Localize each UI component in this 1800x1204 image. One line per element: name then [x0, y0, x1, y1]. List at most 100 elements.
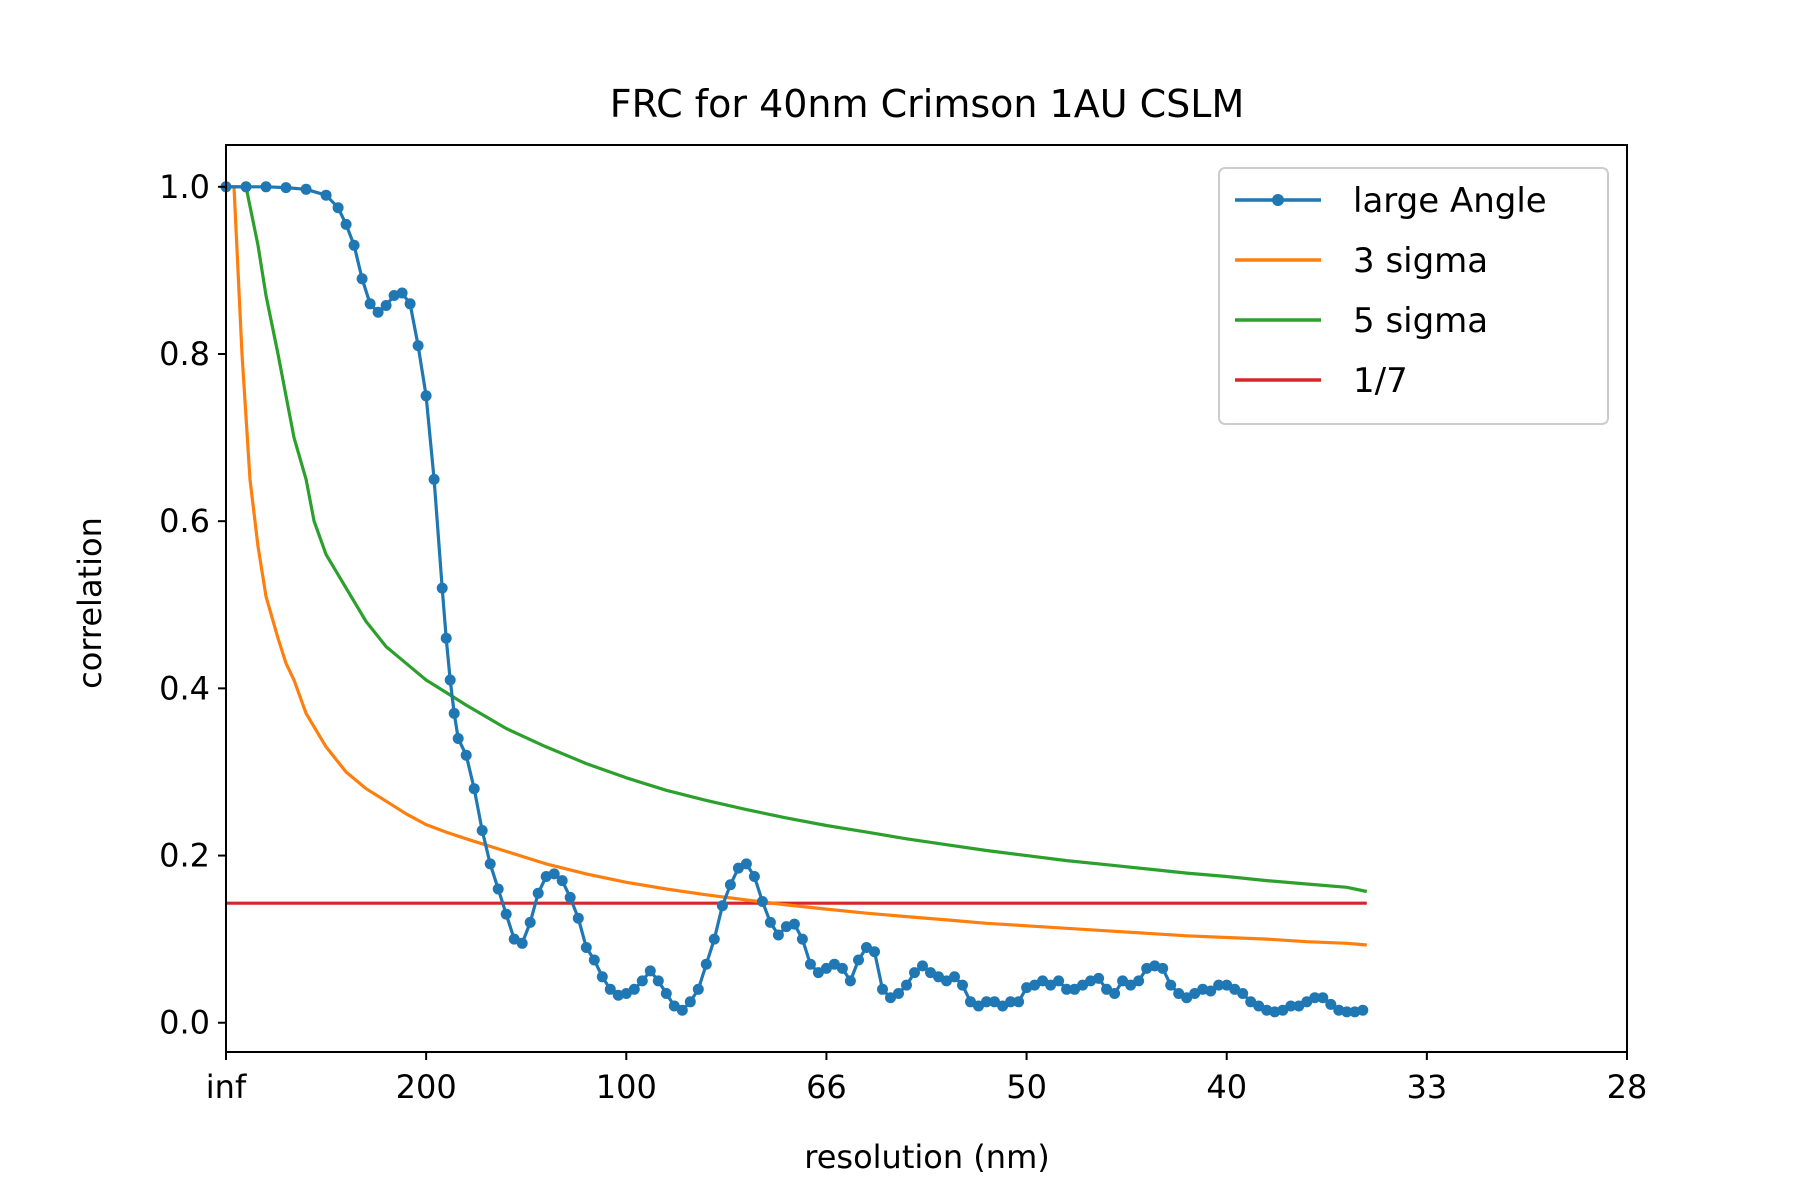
data-point: [364, 298, 376, 310]
data-point: [588, 954, 600, 966]
legend-item: 1/7: [1235, 361, 1408, 401]
data-point: [877, 983, 888, 995]
data-point: [396, 287, 408, 299]
data-point: [444, 674, 456, 686]
data-point: [1013, 996, 1025, 1008]
x-tick-label: 33: [1406, 1068, 1447, 1106]
data-point: [492, 883, 504, 895]
data-point: [260, 181, 272, 193]
data-point: [1093, 972, 1105, 984]
data-point: [676, 1004, 688, 1016]
data-point: [320, 189, 332, 201]
legend-label: 1/7: [1353, 361, 1408, 401]
data-point: [556, 875, 568, 887]
y-tick-label: 0.6: [159, 502, 210, 540]
data-point: [636, 975, 648, 987]
data-point: [660, 988, 672, 999]
legend-item: 5 sigma: [1235, 301, 1488, 341]
data-point: [1205, 985, 1217, 997]
data-point: [280, 182, 292, 194]
data-point: [989, 996, 1000, 1008]
legend-label: 3 sigma: [1353, 241, 1488, 281]
data-point: [548, 868, 560, 880]
data-point: [516, 937, 528, 949]
data-point: [356, 273, 368, 285]
legend-item: large Angle: [1235, 181, 1547, 221]
data-point: [448, 707, 460, 719]
data-point: [949, 971, 960, 983]
data-point: [1237, 988, 1249, 999]
data-point: [340, 218, 352, 230]
legend: large Angle 3 sigma 5 sigma 1/7: [1218, 167, 1609, 425]
legend-item: 3 sigma: [1235, 241, 1488, 281]
y-tick-label: 1.0: [159, 168, 210, 206]
series-line-5-sigma: [226, 185, 1368, 894]
data-point: [644, 965, 656, 977]
data-point: [836, 962, 848, 974]
data-point: [420, 390, 432, 402]
x-tick-label: 200: [396, 1068, 457, 1106]
data-point: [1285, 1000, 1297, 1012]
data-point: [412, 340, 424, 352]
data-point: [1157, 962, 1169, 974]
data-point: [901, 979, 912, 991]
x-axis-label: resolution (nm): [804, 1138, 1049, 1176]
data-point: [981, 996, 992, 1008]
axes: 0.0 0.2 0.4 0.6 0.8 1.0 inf 200 100 66 50 40 33 28: [159, 144, 1647, 1106]
series-markers-large-angle: [220, 181, 1369, 1018]
data-point: [740, 858, 752, 870]
data-point: [844, 975, 856, 987]
x-tick-label: inf: [206, 1068, 247, 1106]
plot-area: [220, 181, 1369, 1018]
x-tick-label: 40: [1206, 1068, 1247, 1106]
data-point: [372, 306, 384, 318]
data-point: [332, 202, 344, 214]
data-point: [564, 891, 576, 903]
data-point: [436, 582, 448, 594]
data-point: [748, 871, 760, 882]
data-point: [580, 942, 592, 953]
data-point: [1317, 992, 1329, 1004]
legend-marker: [1272, 194, 1284, 206]
data-point: [684, 996, 696, 1008]
data-point: [788, 918, 800, 930]
data-point: [1357, 1004, 1369, 1016]
data-point: [1341, 1006, 1353, 1018]
y-tick-label: 0.4: [159, 669, 210, 707]
x-tick-label: 66: [806, 1068, 847, 1106]
data-point: [348, 239, 360, 251]
data-point: [804, 958, 816, 970]
data-point: [708, 933, 720, 945]
data-point: [869, 946, 880, 958]
y-tick-label: 0.0: [159, 1004, 210, 1042]
data-point: [500, 908, 512, 920]
data-point: [1133, 975, 1145, 987]
data-point: [572, 912, 584, 924]
data-point: [1053, 975, 1065, 987]
data-point: [853, 954, 864, 966]
data-point: [772, 929, 784, 941]
x-tick-label: 50: [1006, 1068, 1047, 1106]
data-point: [476, 825, 488, 836]
y-tick-label: 0.2: [159, 837, 210, 875]
y-axis-label: correlation: [71, 517, 109, 689]
data-point: [909, 967, 920, 979]
data-point: [468, 783, 480, 795]
x-tick-label: 100: [596, 1068, 657, 1106]
data-point: [796, 933, 808, 945]
legend-box: [1218, 167, 1609, 425]
data-point: [1109, 988, 1121, 999]
data-point: [1061, 983, 1073, 995]
data-point: [692, 983, 704, 995]
data-point: [440, 632, 452, 644]
y-tick-label: 0.8: [159, 335, 210, 373]
data-point: [1325, 998, 1337, 1010]
data-point: [1125, 979, 1137, 991]
data-point: [700, 958, 712, 970]
data-point: [1213, 979, 1225, 991]
chart-title: FRC for 40nm Crimson 1AU CSLM: [610, 82, 1244, 126]
data-point: [1005, 996, 1017, 1008]
data-point: [957, 979, 968, 991]
